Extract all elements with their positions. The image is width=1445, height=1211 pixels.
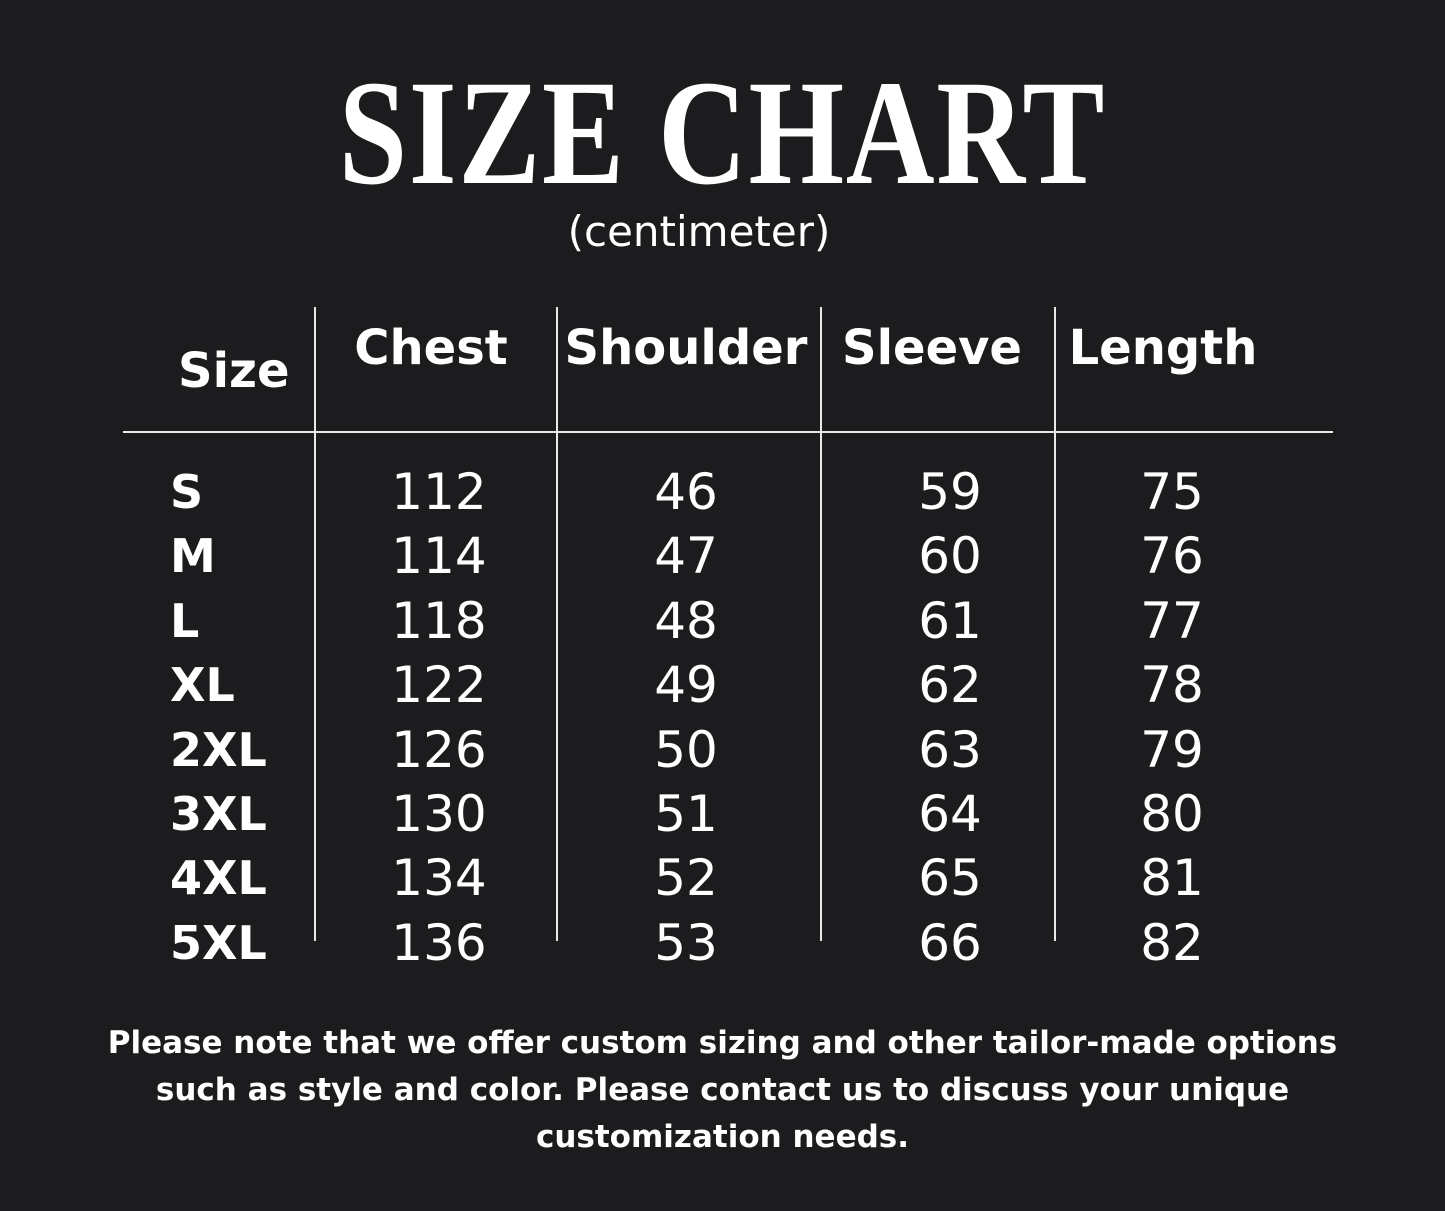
measurement-sleeve: 65 (918, 849, 982, 908)
size-label: L (170, 593, 200, 648)
measurement-shoulder: 50 (654, 720, 718, 779)
column-header-shoulder: Shoulder (564, 320, 808, 376)
measurement-chest: 126 (391, 720, 487, 779)
size-label: M (170, 529, 216, 584)
measurement-length: 76 (1140, 527, 1204, 586)
measurement-sleeve: 61 (918, 591, 982, 650)
column-divider (1054, 307, 1056, 941)
measurement-sleeve: 63 (918, 720, 982, 779)
size-label: S (170, 465, 204, 519)
measurement-chest: 118 (391, 591, 487, 650)
measurement-length: 77 (1140, 591, 1204, 650)
column-header-length: Length (1068, 320, 1258, 376)
page-title: SIZE CHART (338, 50, 1107, 216)
measurement-shoulder: 49 (654, 656, 718, 715)
measurement-chest: 136 (391, 913, 487, 972)
measurement-chest: 114 (391, 527, 487, 586)
measurement-chest: 122 (391, 656, 487, 715)
measurement-length: 79 (1140, 720, 1204, 779)
column-header-chest: Chest (354, 320, 508, 376)
measurement-chest: 112 (391, 463, 487, 521)
size-label: 4XL (170, 851, 267, 906)
size-label: 3XL (170, 787, 267, 841)
custom-sizing-note: Please note that we offer custom sizing … (107, 1025, 1338, 1155)
measurement-shoulder: 46 (654, 463, 718, 521)
measurement-shoulder: 53 (654, 913, 718, 972)
column-divider (820, 307, 822, 941)
measurement-shoulder: 47 (654, 527, 718, 586)
unit-subtitle: (centimeter) (567, 207, 831, 256)
column-header-sleeve: Sleeve (842, 320, 1022, 376)
measurement-length: 80 (1140, 785, 1204, 843)
measurement-length: 75 (1140, 463, 1204, 521)
measurement-chest: 130 (391, 785, 487, 843)
measurement-length: 81 (1140, 849, 1204, 908)
measurement-sleeve: 59 (918, 463, 982, 521)
column-divider (556, 307, 558, 941)
measurement-shoulder: 52 (654, 849, 718, 908)
measurement-length: 82 (1140, 913, 1204, 972)
measurement-shoulder: 51 (654, 785, 718, 843)
measurement-sleeve: 62 (918, 656, 982, 715)
measurement-chest: 134 (391, 849, 487, 908)
measurement-sleeve: 60 (918, 527, 982, 586)
size-label: 5XL (170, 915, 267, 970)
header-divider (123, 431, 1333, 433)
measurement-shoulder: 48 (654, 591, 718, 650)
size-label: 2XL (170, 722, 267, 777)
column-divider (314, 307, 316, 941)
measurement-length: 78 (1140, 656, 1204, 715)
measurement-sleeve: 66 (918, 913, 982, 972)
size-label: XL (170, 658, 235, 713)
column-header-size: Size (178, 343, 290, 399)
measurement-sleeve: 64 (918, 785, 982, 843)
